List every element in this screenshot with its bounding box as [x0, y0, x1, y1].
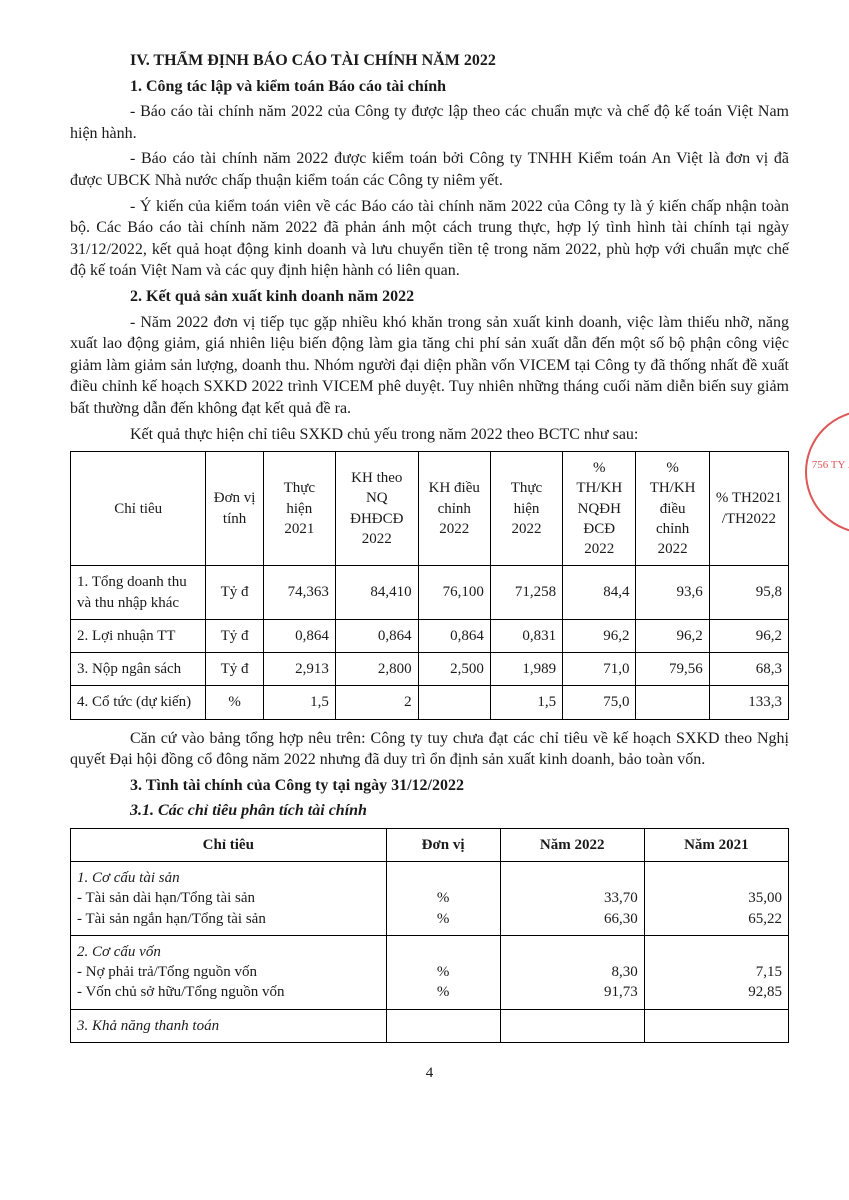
table-row: 3. Khả năng thanh toán	[71, 1009, 789, 1042]
th-2021: Năm 2021	[644, 828, 788, 861]
cell: 0,864	[418, 619, 490, 652]
cell: 2,500	[418, 653, 490, 686]
cell: 84,410	[335, 566, 418, 620]
cell: 76,100	[418, 566, 490, 620]
th-chitieu: Chỉ tiêu	[71, 828, 387, 861]
cell: 71,258	[490, 566, 562, 620]
cell	[386, 1009, 500, 1042]
cell	[636, 686, 709, 719]
th-th2022: Thực hiện 2022	[490, 452, 562, 566]
cell: 68,3	[709, 653, 788, 686]
th-chitieu: Chỉ tiêu	[71, 452, 206, 566]
cell: 35,00	[651, 888, 782, 908]
table-row: 1. Tổng doanh thu và thu nhập khác Tỷ đ …	[71, 566, 789, 620]
heading-s1: 1. Công tác lập và kiểm toán Báo cáo tài…	[130, 76, 789, 98]
cell: 2,800	[335, 653, 418, 686]
table1-caption: Kết quả thực hiện chỉ tiêu SXKD chủ yếu …	[70, 424, 789, 446]
cell: 93,6	[636, 566, 709, 620]
cell: 0,864	[335, 619, 418, 652]
cell: 96,2	[563, 619, 636, 652]
para-5: Căn cứ vào bảng tổng hợp nêu trên: Công …	[70, 728, 789, 771]
table-row: 2. Cơ cấu vốn - Nợ phải trả/Tổng nguồn v…	[71, 935, 789, 1009]
cell: 7,15	[651, 962, 782, 982]
table-row: 3. Nộp ngân sách Tỷ đ 2,913 2,800 2,500 …	[71, 653, 789, 686]
table-row: 2. Lợi nhuận TT Tỷ đ 0,864 0,864 0,864 0…	[71, 619, 789, 652]
table-row: 4. Cổ tức (dự kiến) % 1,5 2 1,5 75,0 133…	[71, 686, 789, 719]
cell: 79,56	[636, 653, 709, 686]
table-row: 1. Cơ cấu tài sản - Tài sản dài hạn/Tổng…	[71, 862, 789, 936]
cell: 1,5	[490, 686, 562, 719]
group-title: 3. Khả năng thanh toán	[71, 1009, 387, 1042]
cell: 0,831	[490, 619, 562, 652]
cell: - Nợ phải trả/Tổng nguồn vốn	[77, 962, 380, 982]
heading-s3: 3. Tình tài chính của Công ty tại ngày 3…	[130, 775, 789, 797]
th-kh-nq: KH theo NQ ĐHĐCĐ 2022	[335, 452, 418, 566]
page-number: 4	[70, 1063, 789, 1083]
cell: 96,2	[636, 619, 709, 652]
cell: 1,5	[263, 686, 335, 719]
cell: 75,0	[563, 686, 636, 719]
cell	[418, 686, 490, 719]
cell: 65,22	[651, 909, 782, 929]
cell: 8,30	[507, 962, 638, 982]
para-1: - Báo cáo tài chính năm 2022 của Công ty…	[70, 101, 789, 144]
cell: 3. Nộp ngân sách	[71, 653, 206, 686]
stamp-text: 756 TY ẢN ICH V ẢNG G HẢI	[805, 410, 849, 534]
cell: Tỷ đ	[206, 619, 263, 652]
cell: Tỷ đ	[206, 566, 263, 620]
para-2: - Báo cáo tài chính năm 2022 được kiểm t…	[70, 148, 789, 191]
cell: - Tài sản ngắn hạn/Tổng tài sản	[77, 909, 380, 929]
para-3: - Ý kiến của kiểm toán viên về các Báo c…	[70, 196, 789, 282]
th-pct-2021-2022: % TH2021 /TH2022	[709, 452, 788, 566]
group-title: 1. Cơ cấu tài sản	[77, 868, 380, 888]
cell: - Vốn chủ sở hữu/Tổng nguồn vốn	[77, 982, 380, 1002]
cell: 4. Cổ tức (dự kiến)	[71, 686, 206, 719]
heading-iv: IV. THẨM ĐỊNH BÁO CÁO TÀI CHÍNH NĂM 2022	[130, 50, 789, 72]
cell	[644, 1009, 788, 1042]
cell: 33,70	[507, 888, 638, 908]
cell: 66,30	[507, 909, 638, 929]
cell: 71,0	[563, 653, 636, 686]
cell: 2. Lợi nhuận TT	[71, 619, 206, 652]
table-header-row: Chỉ tiêu Đơn vị tính Thực hiện 2021 KH t…	[71, 452, 789, 566]
cell: 74,363	[263, 566, 335, 620]
table-sxkd-2022: Chỉ tiêu Đơn vị tính Thực hiện 2021 KH t…	[70, 451, 789, 720]
cell: %	[393, 982, 494, 1002]
cell: 0,864	[263, 619, 335, 652]
group-title: 2. Cơ cấu vốn	[77, 942, 380, 962]
cell: 95,8	[709, 566, 788, 620]
cell: 2,913	[263, 653, 335, 686]
cell: 1,989	[490, 653, 562, 686]
cell: %	[393, 888, 494, 908]
cell: %	[393, 962, 494, 982]
heading-s3-1: 3.1. Các chỉ tiêu phân tích tài chính	[130, 800, 789, 822]
cell: 2	[335, 686, 418, 719]
cell: 92,85	[651, 982, 782, 1002]
cell: %	[206, 686, 263, 719]
cell: %	[393, 909, 494, 929]
th-donvi: Đơn vị	[386, 828, 500, 861]
cell: 133,3	[709, 686, 788, 719]
th-kh-dc: KH điều chỉnh 2022	[418, 452, 490, 566]
cell	[500, 1009, 644, 1042]
th-2022: Năm 2022	[500, 828, 644, 861]
th-donvi: Đơn vị tính	[206, 452, 263, 566]
heading-s2: 2. Kết quả sản xuất kinh doanh năm 2022	[130, 286, 789, 308]
cell: 96,2	[709, 619, 788, 652]
th-th2021: Thực hiện 2021	[263, 452, 335, 566]
th-pct-dc: % TH/KH điều chỉnh 2022	[636, 452, 709, 566]
table-header-row: Chỉ tiêu Đơn vị Năm 2022 Năm 2021	[71, 828, 789, 861]
table-financial-indicators: Chỉ tiêu Đơn vị Năm 2022 Năm 2021 1. Cơ …	[70, 828, 789, 1043]
cell: Tỷ đ	[206, 653, 263, 686]
cell: 1. Tổng doanh thu và thu nhập khác	[71, 566, 206, 620]
th-pct-nq: % TH/KH NQĐH ĐCĐ 2022	[563, 452, 636, 566]
cell: 91,73	[507, 982, 638, 1002]
stamp-icon: 756 TY ẢN ICH V ẢNG G HẢI	[789, 410, 849, 540]
cell: - Tài sản dài hạn/Tổng tài sản	[77, 888, 380, 908]
cell: 84,4	[563, 566, 636, 620]
para-4: - Năm 2022 đơn vị tiếp tục gặp nhiều khó…	[70, 312, 789, 420]
